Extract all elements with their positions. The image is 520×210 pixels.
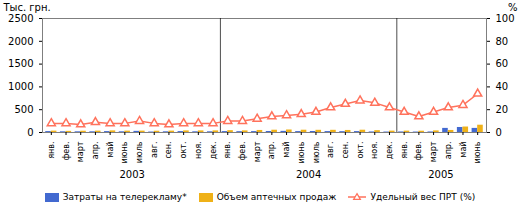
svg-text:40: 40 [496, 81, 509, 92]
svg-text:сен.: сен. [341, 142, 350, 159]
svg-text:фев.: фев. [238, 142, 247, 161]
svg-text:60: 60 [496, 58, 509, 69]
svg-text:0: 0 [27, 127, 33, 138]
svg-text:фев.: фев. [414, 142, 423, 161]
svg-text:май: май [106, 142, 115, 158]
svg-text:80: 80 [496, 36, 509, 47]
svg-text:март: март [253, 141, 262, 162]
svg-text:янв.: янв. [223, 142, 232, 159]
svg-text:2000: 2000 [8, 36, 33, 47]
svg-text:апр.: апр. [444, 142, 453, 160]
svg-text:2004: 2004 [296, 169, 321, 180]
svg-text:Тыс. грн.: Тыс. грн. [3, 2, 51, 13]
svg-text:2003: 2003 [119, 169, 144, 180]
svg-text:апр.: апр. [91, 142, 100, 160]
svg-text:май: май [459, 142, 468, 158]
svg-text:окт.: окт. [356, 142, 365, 159]
svg-text:ноя.: ноя. [370, 142, 379, 159]
svg-text:июль: июль [312, 141, 321, 163]
svg-text:янв.: янв. [47, 142, 56, 159]
svg-text:дек.: дек. [385, 142, 394, 160]
svg-text:июнь: июнь [297, 141, 306, 163]
svg-text:%: % [508, 2, 518, 13]
svg-text:окт.: окт. [179, 142, 188, 159]
svg-text:500: 500 [14, 104, 33, 115]
svg-text:июль: июль [135, 141, 144, 163]
svg-text:май: май [282, 142, 291, 158]
svg-text:авг.: авг. [150, 142, 159, 158]
html-text:Удельный вес ПРТ (%): Удельный вес ПРТ (%) [370, 192, 476, 202]
svg-text:янв.: янв. [400, 142, 409, 159]
svg-text:ноя.: ноя. [194, 142, 203, 159]
html-text:Объем аптечных продаж: Объем аптечных продаж [216, 192, 337, 202]
svg-text:100: 100 [496, 13, 515, 24]
svg-text:апр.: апр. [267, 142, 276, 160]
html-text:Затраты на телерекламу*: Затраты на телерекламу* [62, 192, 187, 202]
svg-text:0: 0 [496, 127, 502, 138]
svg-text:2500: 2500 [8, 13, 33, 24]
svg-text:20: 20 [496, 104, 509, 115]
svg-text:июнь: июнь [473, 141, 482, 163]
svg-text:авг.: авг. [326, 142, 335, 158]
svg-text:2005: 2005 [428, 169, 453, 180]
svg-text:фев.: фев. [62, 142, 71, 161]
svg-text:дек.: дек. [209, 142, 218, 160]
svg-text:март: март [76, 141, 85, 162]
svg-text:1500: 1500 [8, 58, 33, 69]
svg-text:март: март [429, 141, 438, 162]
svg-text:июнь: июнь [120, 141, 129, 163]
svg-text:1000: 1000 [8, 81, 33, 92]
svg-text:сен.: сен. [164, 142, 173, 159]
